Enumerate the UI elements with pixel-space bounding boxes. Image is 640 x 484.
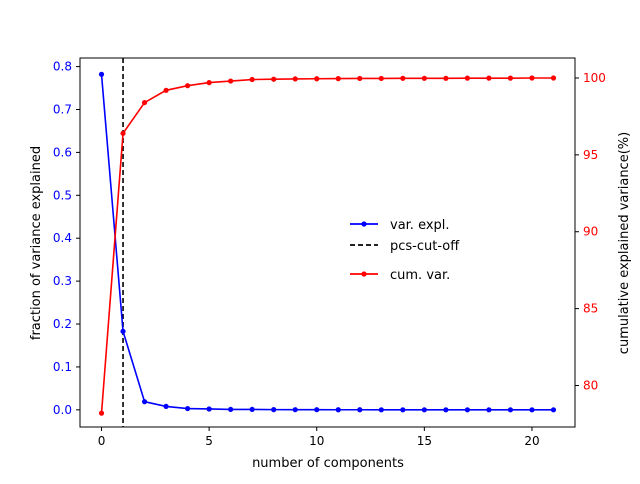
data-point-cum-var <box>378 75 384 82</box>
data-point-cum-var <box>507 75 514 81</box>
data-point-var-expl <box>443 407 449 413</box>
legend-label-var-expl: var. expl. <box>390 218 450 233</box>
legend-label-cum-var: cum. var. <box>390 268 450 283</box>
y-axis-right-label: cumulative explained variance(%) <box>617 132 632 354</box>
data-point-cum-var <box>314 76 320 82</box>
data-point-var-expl <box>464 407 470 413</box>
data-point-cum-var <box>98 410 105 416</box>
data-point-cum-var <box>335 76 341 82</box>
data-point-var-expl <box>400 407 406 413</box>
data-point-var-expl <box>249 406 255 413</box>
x-tick-label: 10 <box>309 434 324 448</box>
y-axis-left-label: fraction of variance explained <box>29 146 44 340</box>
data-point-var-expl <box>292 407 298 413</box>
data-point-cum-var <box>357 75 363 82</box>
series-layer <box>98 71 557 416</box>
data-point-cum-var <box>163 87 169 93</box>
y-left-tick-label: 0.7 <box>53 102 72 116</box>
series-line-var-expl <box>100 74 554 411</box>
legend-entry-cum-var: cum. var. <box>350 268 450 283</box>
data-point-cum-var <box>185 83 191 89</box>
data-point-var-expl <box>206 406 212 412</box>
x-tick-label: 5 <box>205 434 213 448</box>
x-axis-label: number of components <box>252 456 404 471</box>
y-left-tick-label: 0.8 <box>53 60 72 74</box>
y-right-tick-label: 100 <box>583 71 606 85</box>
data-point-cum-var <box>550 75 557 81</box>
y-right-tick-label: 85 <box>583 302 598 316</box>
data-point-var-expl <box>507 407 514 413</box>
data-point-var-expl <box>421 407 427 413</box>
y-left-tick-label: 0.6 <box>53 145 72 159</box>
data-point-cum-var <box>292 76 298 82</box>
data-point-var-expl <box>335 407 341 413</box>
data-point-cum-var <box>443 75 449 81</box>
y-right-tick-label: 95 <box>583 148 598 162</box>
data-point-var-expl <box>120 328 126 334</box>
data-point-cum-var <box>529 75 535 81</box>
data-point-cum-var <box>206 80 212 86</box>
y-left-tick-label: 0.0 <box>53 403 72 417</box>
y-left-tick-label: 0.4 <box>53 231 72 245</box>
data-point-var-expl <box>486 407 492 413</box>
data-point-cum-var <box>120 130 126 136</box>
data-point-cum-var <box>400 75 406 81</box>
legend-entry-var-expl: var. expl. <box>350 218 450 233</box>
data-point-var-expl <box>529 407 535 413</box>
data-point-cum-var <box>464 75 470 81</box>
axes-layer: 0 5 10 15 20 0.0 0.1 0.2 0.3 0.4 0.5 0.6 0.7 0.8 80 85 9… <box>53 57 606 448</box>
legend: var. expl. pcs-cut-off cum. var. <box>350 218 460 283</box>
legend-entry-pcs-cut-off: pcs-cut-off <box>350 239 460 254</box>
data-point-cum-var <box>421 75 427 81</box>
data-point-var-expl <box>271 407 277 413</box>
y-left-tick-label: 0.3 <box>53 274 72 288</box>
data-point-var-expl <box>163 403 169 410</box>
data-point-cum-var <box>228 78 234 84</box>
series-line-cum-var <box>100 77 554 414</box>
data-point-var-expl <box>357 407 363 413</box>
data-point-var-expl <box>228 406 234 413</box>
x-tick-label: 0 <box>98 434 106 448</box>
plot-frame <box>79 57 576 428</box>
y-right-tick-label: 90 <box>583 225 598 239</box>
y-right-tick-label: 80 <box>583 378 598 392</box>
legend-label-pcs-cut-off: pcs-cut-off <box>390 239 460 254</box>
data-point-var-expl <box>378 407 384 413</box>
data-point-cum-var <box>249 76 255 83</box>
data-point-cum-var <box>486 75 492 81</box>
data-point-cum-var <box>271 76 277 82</box>
y-left-tick-label: 0.5 <box>53 188 72 202</box>
x-tick-label: 15 <box>417 434 432 448</box>
x-tick-label: 20 <box>524 434 539 448</box>
data-point-var-expl <box>550 407 557 413</box>
data-point-var-expl <box>185 405 191 412</box>
data-point-var-expl <box>98 71 105 77</box>
y-left-tick-label: 0.2 <box>53 317 72 331</box>
data-point-cum-var <box>141 99 148 106</box>
data-point-var-expl <box>314 407 320 413</box>
data-point-var-expl <box>141 399 148 405</box>
y-left-tick-label: 0.1 <box>53 360 72 374</box>
